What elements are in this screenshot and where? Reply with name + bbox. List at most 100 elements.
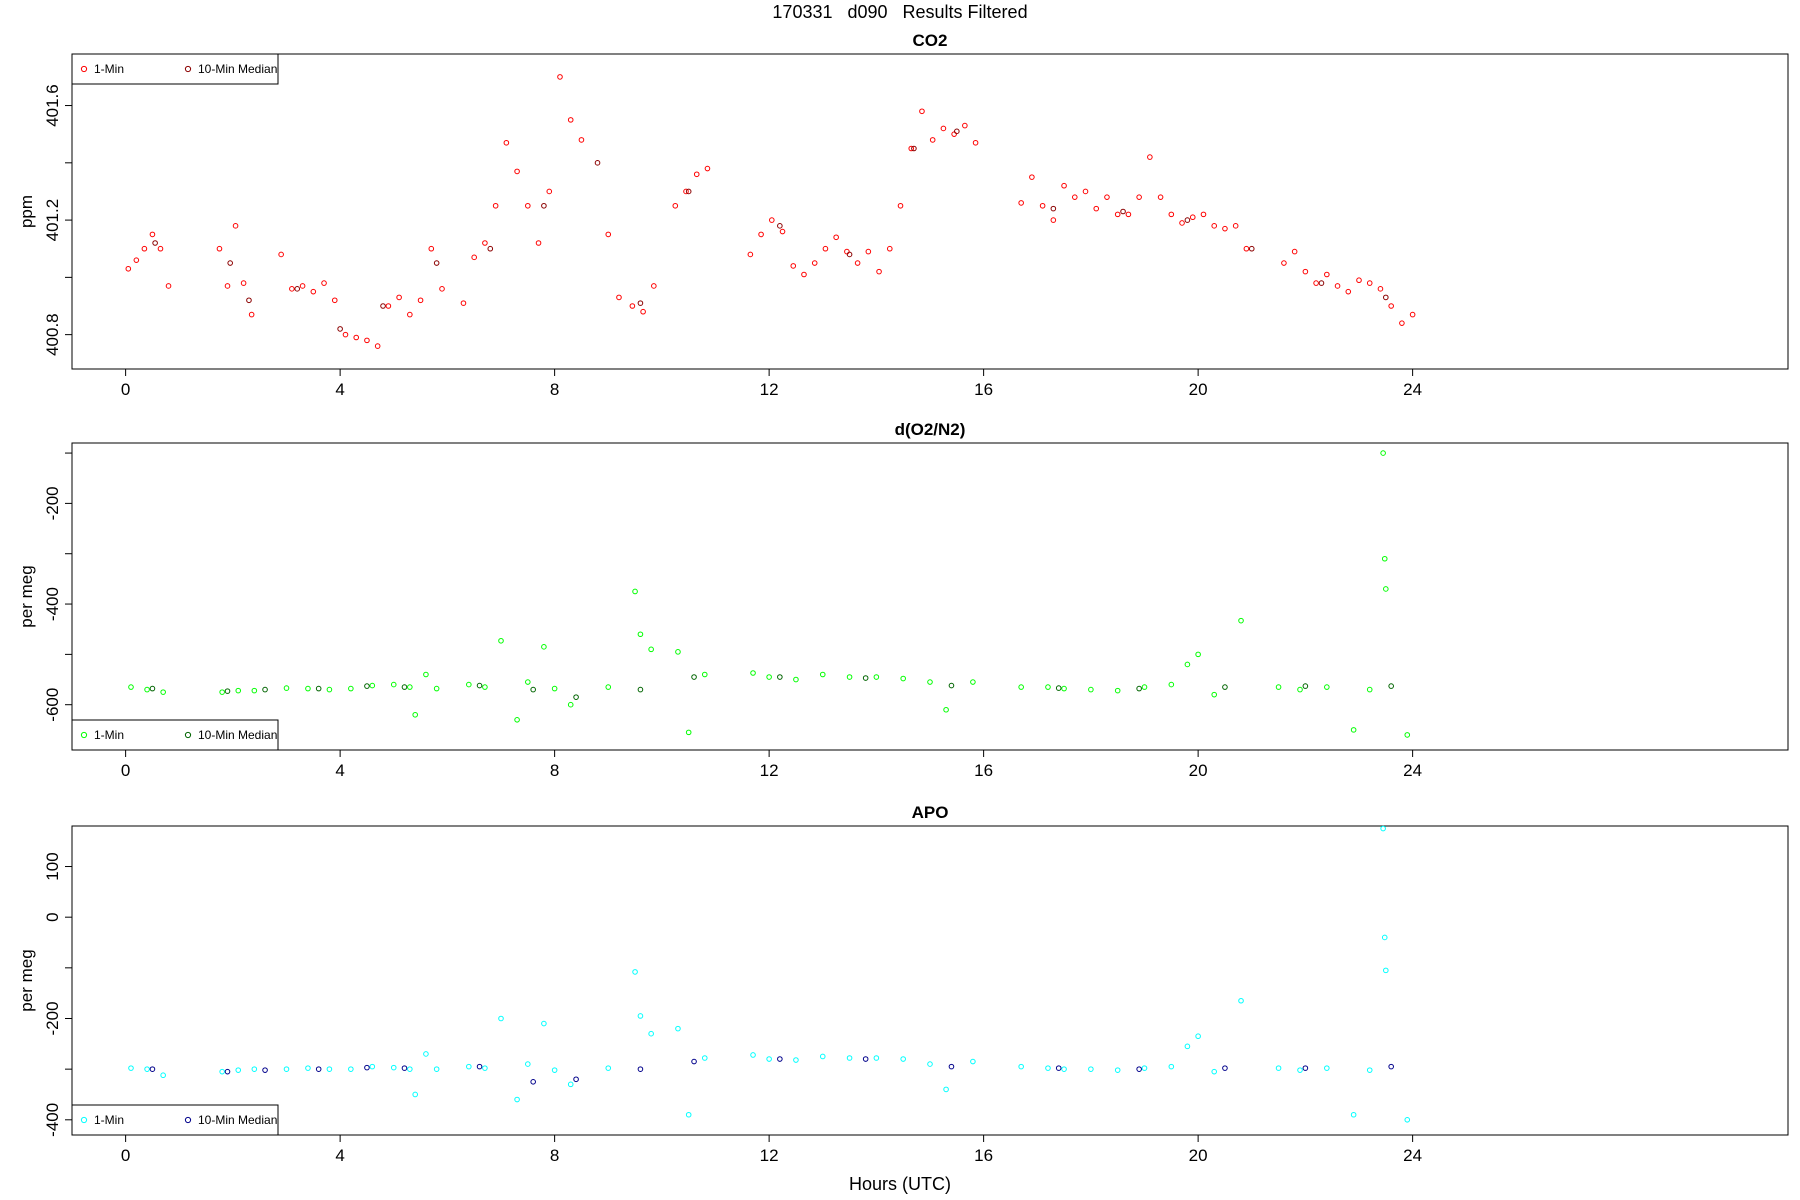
one-minute-point	[235, 1067, 242, 1073]
legend-label: 10-Min Median	[198, 62, 277, 76]
one-minute-point	[1082, 188, 1089, 195]
legend-marker	[80, 65, 88, 73]
x-tick-label: 4	[335, 1146, 344, 1165]
one-minute-point	[1211, 691, 1218, 698]
one-minute-point	[541, 644, 547, 650]
one-minute-point	[514, 1096, 520, 1103]
one-minute-point	[1275, 684, 1282, 690]
one-minute-point	[1114, 211, 1121, 218]
x-tick-label: 12	[760, 380, 779, 399]
one-minute-point	[326, 686, 333, 693]
panel-title: APO	[912, 803, 949, 822]
ten-minute-median-point	[380, 303, 386, 309]
one-minute-point	[1061, 182, 1067, 189]
one-minute-point	[482, 240, 488, 246]
ten-minute-median-point	[530, 1079, 536, 1085]
one-minute-point	[278, 251, 284, 258]
legend-label: 10-Min Median	[198, 728, 277, 742]
one-minute-point	[219, 689, 225, 695]
x-tick-label: 24	[1403, 1146, 1422, 1165]
one-minute-point	[326, 1066, 333, 1072]
x-tick-label: 20	[1189, 761, 1208, 780]
ten-minute-median-point	[433, 260, 440, 266]
one-minute-point	[1189, 214, 1196, 221]
one-minute-point	[525, 1061, 531, 1067]
ten-minute-median-point	[1302, 683, 1309, 689]
ten-minute-median-point	[315, 685, 322, 692]
one-minute-point	[503, 139, 510, 146]
one-minute-point	[1211, 223, 1218, 229]
x-tick-label: 4	[335, 761, 344, 780]
one-minute-point	[482, 684, 488, 690]
y-tick-label: -400	[43, 1103, 62, 1137]
one-minute-point	[369, 682, 376, 689]
ten-minute-median-point	[224, 1068, 231, 1075]
one-minute-point	[927, 679, 933, 685]
ten-minute-median-point	[476, 1063, 483, 1070]
one-minute-point	[525, 679, 531, 685]
one-minute-point	[433, 685, 440, 692]
x-tick-label: 12	[760, 1146, 779, 1165]
one-minute-point	[374, 343, 381, 349]
y-tick-label: 0	[43, 912, 62, 921]
x-tick-label: 16	[974, 1146, 993, 1165]
one-minute-point	[1211, 1068, 1218, 1075]
one-minute-point	[128, 1065, 134, 1071]
one-minute-point	[701, 671, 708, 678]
ten-minute-median-point	[1248, 245, 1255, 252]
one-minute-point	[632, 969, 638, 975]
one-minute-point	[557, 74, 563, 80]
one-minute-point	[846, 1055, 853, 1061]
one-minute-point	[423, 671, 429, 678]
one-minute-point	[1114, 1067, 1121, 1073]
one-minute-point	[1200, 211, 1207, 218]
one-minute-point	[1409, 311, 1416, 318]
legend-marker	[80, 731, 88, 739]
one-minute-point	[342, 331, 349, 338]
ten-minute-median-point	[573, 694, 579, 700]
one-minute-point	[1061, 685, 1067, 692]
ten-minute-median-point	[541, 202, 547, 209]
one-minute-point	[819, 671, 826, 678]
legend-marker	[184, 731, 192, 739]
one-minute-point	[141, 245, 148, 252]
ten-minute-median-point	[637, 686, 644, 693]
one-minute-point	[675, 1025, 681, 1032]
one-minute-point	[160, 1072, 166, 1079]
x-tick-label: 24	[1403, 761, 1422, 780]
one-minute-point	[1383, 586, 1389, 592]
one-minute-point	[407, 684, 413, 690]
ten-minute-median-point	[685, 188, 692, 195]
ten-minute-median-point	[691, 674, 697, 680]
one-minute-point	[407, 311, 413, 318]
legend-marker	[184, 65, 192, 73]
one-minute-point	[943, 1086, 949, 1093]
ten-minute-median-point	[1388, 1063, 1394, 1070]
one-minute-point	[819, 1053, 826, 1060]
one-minute-point	[433, 1066, 440, 1072]
plot-frame	[71, 53, 1789, 370]
one-minute-point	[747, 251, 754, 258]
one-minute-point	[1404, 1117, 1411, 1123]
one-minute-point	[385, 303, 392, 309]
one-minute-point	[1238, 997, 1244, 1004]
one-minute-point	[1141, 1065, 1148, 1071]
one-minute-point	[1061, 1066, 1067, 1072]
one-minute-point	[407, 1066, 413, 1072]
one-minute-point	[482, 1065, 488, 1071]
one-minute-point	[1222, 225, 1228, 232]
one-minute-point	[750, 1052, 756, 1058]
one-minute-point	[750, 670, 756, 676]
one-minute-point	[1383, 967, 1389, 974]
one-minute-point	[1045, 684, 1051, 690]
one-minute-point	[149, 231, 156, 238]
one-minute-point	[578, 137, 585, 143]
one-minute-point	[348, 685, 354, 692]
one-minute-point	[833, 234, 839, 241]
one-minute-point	[224, 283, 231, 289]
legend-label: 1-Min	[94, 728, 124, 742]
one-minute-point	[1088, 686, 1094, 693]
ten-minute-median-point	[476, 682, 483, 689]
ten-minute-median-point	[1388, 683, 1394, 689]
ten-minute-median-point	[262, 686, 268, 693]
